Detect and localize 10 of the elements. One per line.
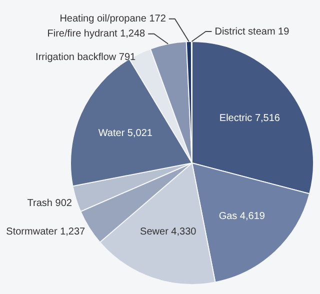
slice-label: Sewer 4,330 [140, 226, 197, 238]
slice-label: Trash 902 [27, 198, 72, 209]
slice-label: Gas 4,619 [218, 210, 266, 222]
slice-label: Irrigation backflow 791 [36, 52, 136, 64]
slice-label: District steam 19 [214, 26, 290, 38]
slice-label: Heating oil/propane 172 [60, 14, 166, 25]
slice-label: Stormwater 1,237 [6, 226, 86, 238]
slice-label: Electric 7,516 [219, 113, 280, 124]
slice-label: Water 5,021 [98, 128, 153, 140]
slice-label: Fire/fire hydrant 1,248 [47, 28, 146, 40]
